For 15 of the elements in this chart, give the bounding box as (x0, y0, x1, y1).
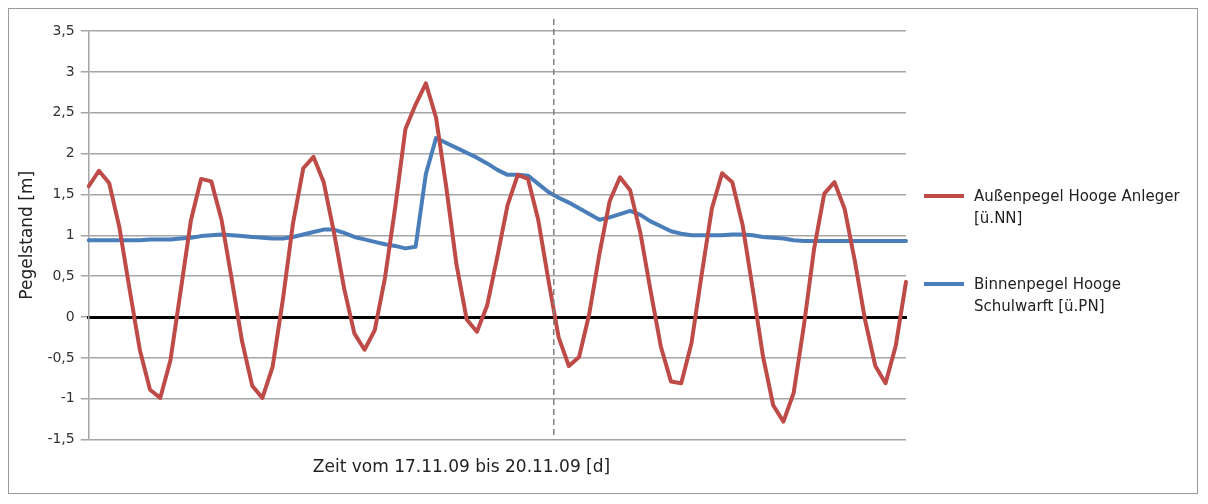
y-tick-label: 3 (65, 62, 75, 79)
legend-label: Außenpegel Hooge Anleger [ü.NN] (974, 186, 1181, 229)
y-tick-label: 1 (65, 225, 75, 242)
y-tick-label: 3,5 (52, 21, 75, 38)
y-axis-title: Pegelstand [m] (15, 170, 36, 300)
y-tick-label: 0,5 (52, 266, 75, 283)
y-tick-label: 1,5 (52, 185, 75, 202)
y-tick-label: -1,5 (47, 430, 75, 447)
y-tick-label: 2,5 (52, 103, 75, 120)
y-tick-label: 2 (65, 144, 75, 161)
y-tick-label: -1 (60, 389, 75, 406)
x-axis-title: Zeit vom 17.11.09 bis 20.11.09 [d] (312, 456, 611, 476)
legend-label: Binnenpegel Hooge Schulwarft [ü.PN] (974, 274, 1123, 317)
y-tick-label: -0,5 (47, 348, 75, 365)
y-tick-label: 0 (65, 307, 75, 324)
